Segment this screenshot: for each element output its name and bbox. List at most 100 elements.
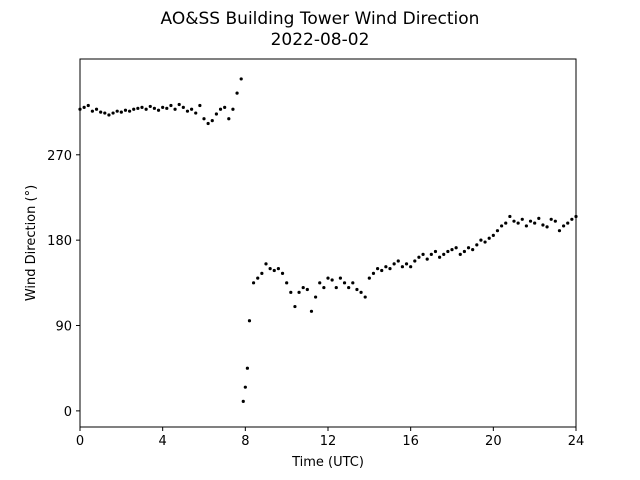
data-point — [177, 102, 181, 107]
data-point — [322, 285, 326, 290]
y-axis-label: Wind Direction (°) — [24, 185, 39, 301]
data-point — [119, 110, 123, 114]
data-point — [165, 106, 169, 110]
x-tick-label: 24 — [568, 434, 585, 449]
data-point — [359, 290, 363, 294]
data-point — [479, 238, 483, 242]
data-point — [111, 111, 115, 115]
x-tick-label: 0 — [76, 434, 84, 449]
data-point — [210, 119, 214, 123]
data-point — [384, 265, 388, 269]
data-point — [450, 248, 454, 252]
data-point — [90, 109, 94, 113]
data-point — [520, 217, 524, 221]
chart-title: AO&SS Building Tower Wind Direction — [161, 9, 480, 29]
data-point — [161, 105, 165, 109]
data-point — [557, 229, 562, 233]
data-point — [392, 262, 396, 266]
plot-frame — [79, 58, 577, 428]
data-point — [363, 295, 367, 299]
data-point — [94, 107, 99, 111]
data-point — [156, 108, 161, 112]
x-tick-label: 8 — [241, 434, 249, 449]
data-point — [78, 107, 82, 111]
data-point — [338, 276, 342, 280]
data-point — [537, 216, 541, 220]
data-point — [181, 105, 185, 109]
x-tick-label: 12 — [320, 434, 337, 449]
data-point — [524, 224, 529, 228]
data-point — [136, 106, 140, 110]
data-point — [516, 221, 520, 225]
data-point — [305, 287, 309, 292]
data-point — [309, 309, 314, 313]
data-point — [458, 252, 462, 256]
data-point — [508, 214, 512, 219]
data-point — [355, 287, 359, 292]
data-point — [330, 278, 334, 282]
data-point — [132, 107, 136, 111]
data-point — [148, 104, 152, 109]
data-point — [326, 276, 330, 280]
data-point — [297, 290, 301, 294]
data-point — [144, 107, 148, 111]
data-point — [140, 105, 144, 109]
data-point — [342, 281, 347, 285]
data-point — [351, 281, 355, 285]
data-point — [512, 219, 516, 223]
data-point — [276, 267, 280, 271]
data-point — [239, 77, 243, 81]
data-point — [334, 285, 338, 290]
data-point — [446, 249, 450, 254]
data-point — [396, 259, 400, 263]
data-point — [86, 103, 90, 108]
data-point — [545, 225, 549, 229]
data-point — [264, 262, 268, 266]
y-tick-label: 0 — [64, 405, 72, 420]
y-tick-label: 270 — [47, 149, 72, 164]
data-point — [454, 246, 458, 250]
data-point — [256, 276, 260, 280]
data-point — [533, 221, 537, 225]
y-tick-label: 180 — [47, 234, 72, 249]
data-point — [202, 117, 206, 121]
data-point — [198, 103, 202, 108]
data-point — [541, 223, 545, 227]
data-point — [235, 91, 239, 95]
data-point — [574, 214, 578, 219]
data-point — [173, 107, 177, 111]
data-point — [190, 107, 194, 111]
data-point — [549, 217, 553, 221]
data-point — [206, 121, 210, 126]
data-point — [528, 219, 533, 223]
x-tick-label: 20 — [485, 434, 502, 449]
data-point — [413, 259, 417, 263]
data-point — [487, 236, 491, 240]
data-point — [268, 267, 272, 271]
data-point — [301, 285, 305, 290]
data-point — [562, 224, 566, 228]
data-point — [380, 268, 384, 273]
data-point — [285, 281, 289, 285]
data-point — [169, 103, 173, 108]
data-point — [280, 271, 285, 275]
x-tick-label: 16 — [402, 434, 419, 449]
data-point — [245, 366, 249, 370]
data-point — [388, 267, 392, 271]
data-point — [128, 109, 132, 113]
data-point — [347, 285, 351, 290]
data-point — [409, 265, 413, 269]
data-point — [272, 268, 276, 273]
data-point — [247, 319, 252, 323]
data-point — [318, 281, 322, 285]
data-point — [421, 252, 425, 256]
data-point — [367, 276, 371, 280]
data-point — [438, 255, 442, 259]
data-point — [227, 117, 231, 121]
data-point — [123, 108, 128, 112]
data-point — [371, 271, 376, 275]
data-point — [223, 105, 227, 109]
data-point — [152, 106, 156, 110]
data-point — [504, 221, 508, 225]
